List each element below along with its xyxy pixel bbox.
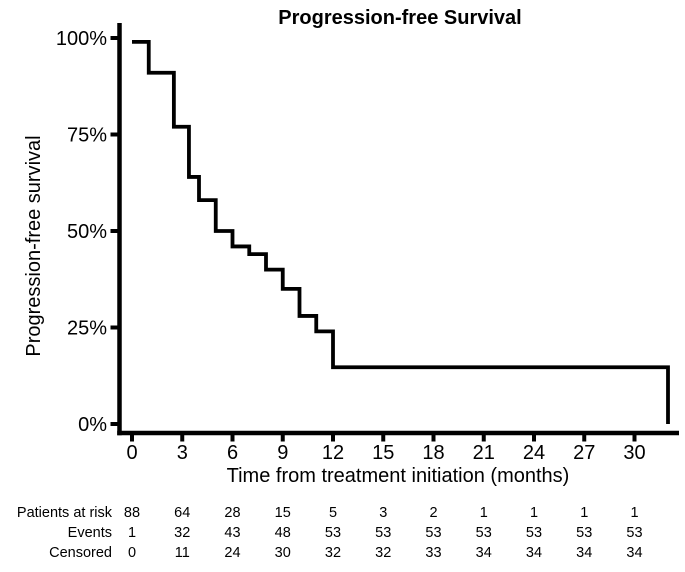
risk-value: 30 [275,545,291,561]
x-tick-label: 15 [372,442,394,464]
risk-value: 53 [375,525,391,541]
risk-value: 88 [124,505,140,521]
axes: 0% 25% 50% 75% 100% 0 3 6 9 12 15 18 21 24 27 30 [56,23,679,464]
risk-value: 1 [128,525,136,541]
risk-value: 33 [425,545,441,561]
risk-value: 53 [576,525,592,541]
risk-value: 48 [275,525,291,541]
risk-value: 2 [429,505,437,521]
risk-value: 32 [375,545,391,561]
y-tick-label: 25% [67,318,107,340]
km-step-line [132,39,670,424]
y-tick-label: 0% [78,414,107,436]
risk-value: 34 [526,545,542,561]
risk-value: 43 [224,525,240,541]
risk-value: 3 [379,505,387,521]
risk-value: 64 [174,505,190,521]
x-tick-label: 21 [473,442,495,464]
risk-value: 53 [626,525,642,541]
risk-value: 32 [174,525,190,541]
risk-value: 28 [224,505,240,521]
chart-title: Progression-free Survival [278,7,521,29]
risk-row-label: Patients at risk [17,505,113,521]
survival-curve [132,39,670,424]
risk-value: 1 [630,505,638,521]
risk-row-label: Events [68,525,112,541]
risk-value: 11 [175,545,190,561]
x-tick-label: 0 [126,442,137,464]
risk-row-label: Censored [49,545,112,561]
risk-value: 1 [580,505,588,521]
risk-value: 34 [576,545,592,561]
risk-value: 32 [325,545,341,561]
risk-value: 1 [530,505,538,521]
risk-value: 53 [325,525,341,541]
risk-value: 0 [128,545,136,561]
x-tick-label: 18 [422,442,444,464]
y-tick-label: 100% [56,28,107,50]
y-tick-label: 50% [67,221,107,243]
x-axis-title: Time from treatment initiation (months) [227,465,570,487]
x-tick-label: 27 [573,442,595,464]
x-tick-label: 24 [523,442,545,464]
risk-value: 15 [275,505,291,521]
x-tick-label: 6 [227,442,238,464]
y-tick-label: 75% [67,125,107,147]
x-tick-label: 30 [623,442,645,464]
risk-value: 1 [480,505,488,521]
risk-value: 53 [425,525,441,541]
risk-value: 24 [224,545,240,561]
risk-value: 34 [626,545,642,561]
risk-value: 34 [476,545,492,561]
risk-value: 5 [329,505,337,521]
x-tick-label: 3 [177,442,188,464]
y-axis-title: Progression-free survival [23,135,45,356]
x-tick-label: 9 [277,442,288,464]
risk-value: 53 [526,525,542,541]
x-tick-label: 12 [322,442,344,464]
risk-value: 53 [476,525,492,541]
